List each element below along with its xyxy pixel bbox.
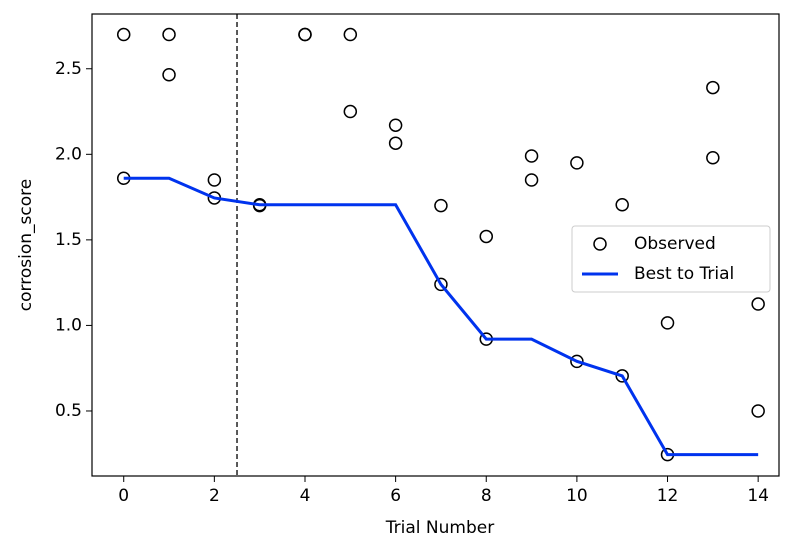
- data-point: [162, 27, 176, 42]
- data-point: [751, 297, 765, 311]
- line-series: [123, 176, 759, 457]
- data-point: [434, 277, 448, 292]
- y-tick-label: 2.0: [55, 144, 82, 164]
- x-tick-label: 2: [209, 486, 220, 506]
- data-point: [388, 118, 403, 132]
- legend-marker: [593, 237, 607, 251]
- y-tick-label: 2.5: [55, 59, 82, 79]
- data-point: [615, 198, 629, 212]
- data-point: [751, 404, 765, 418]
- y-tick-label: 0.5: [55, 401, 82, 421]
- x-tick-label: 10: [566, 486, 588, 506]
- x-tick-label: 4: [300, 486, 311, 506]
- data-point: [162, 67, 176, 82]
- data-point: [343, 27, 358, 42]
- data-point: [434, 198, 448, 213]
- data-point: [706, 150, 720, 165]
- legend-label: Best to Trial: [634, 264, 734, 284]
- data-point: [706, 80, 720, 95]
- data-point: [343, 104, 358, 119]
- x-tick-label: 6: [390, 486, 401, 506]
- x-axis-label: Trial Number: [385, 518, 494, 538]
- legend-label: Observed: [634, 234, 716, 254]
- y-tick-label: 1.0: [55, 315, 82, 335]
- x-tick-label: 14: [747, 486, 769, 506]
- data-point: [116, 27, 131, 42]
- x-tick-label: 0: [118, 486, 129, 506]
- data-point: [570, 354, 584, 369]
- legend-box: [571, 225, 771, 293]
- data-point: [570, 156, 584, 170]
- data-point: [298, 27, 312, 42]
- y-tick-label: 1.5: [55, 230, 82, 250]
- data-point: [479, 229, 494, 244]
- data-point: [524, 149, 539, 163]
- x-tick-label: 12: [657, 486, 679, 506]
- x-tick-label: 8: [481, 486, 492, 506]
- data-point: [207, 173, 222, 187]
- data-point: [615, 369, 629, 383]
- y-axis-label: corrosion_score: [16, 179, 36, 311]
- data-point: [388, 136, 403, 150]
- data-point: [660, 316, 675, 330]
- plot-frame: [91, 13, 780, 477]
- data-point: [524, 173, 539, 187]
